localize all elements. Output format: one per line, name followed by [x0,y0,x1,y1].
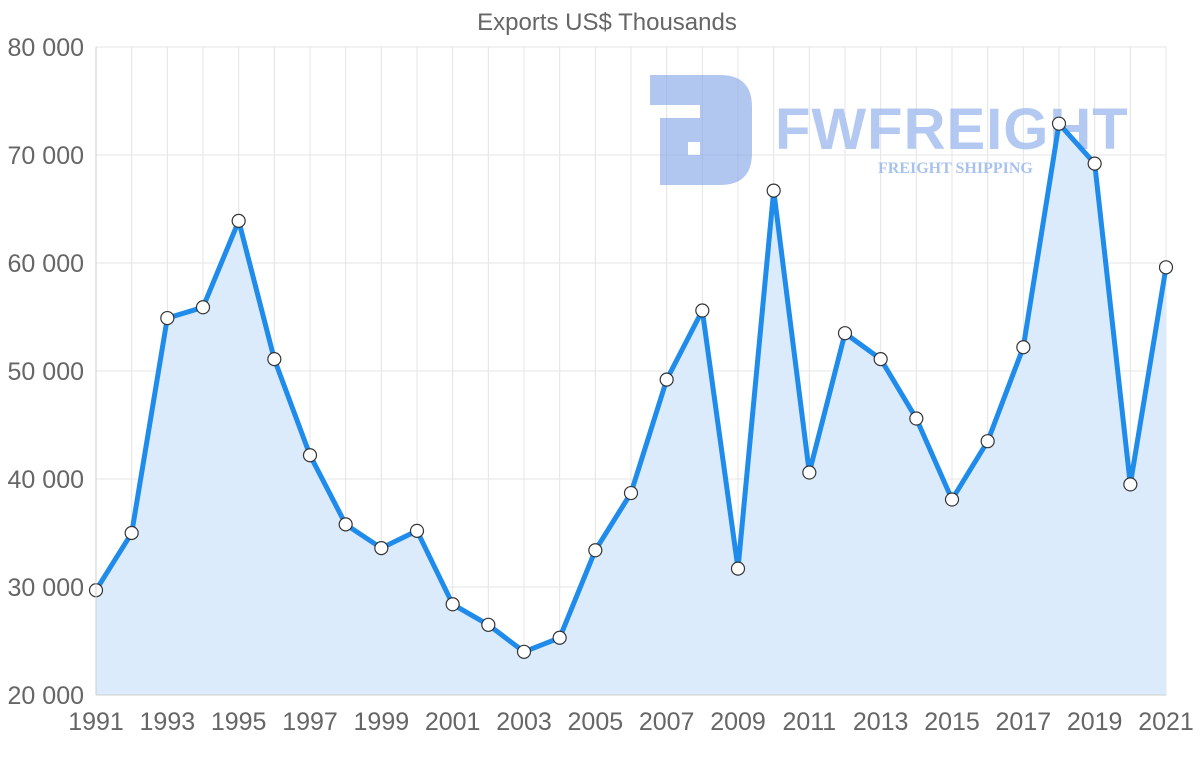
y-tick-label: 60 000 [8,250,84,278]
x-tick-label: 2001 [425,708,481,736]
y-tick-label: 40 000 [8,466,84,494]
data-point-2004[interactable]: 2004: 25300 [552,630,567,645]
data-point-2009[interactable]: 2009: 31700 [730,561,746,576]
data-point-2014[interactable]: 2014: 45600 [909,411,924,426]
data-point-1998[interactable]: 1998: 35800 [338,517,353,532]
data-point-2021[interactable]: 2021: 59600 [1158,260,1174,275]
x-tick-label: 1999 [354,708,410,736]
data-point-2012[interactable]: 2012: 53500 [837,326,853,341]
x-tick-label: 2013 [853,708,909,736]
data-point-1999[interactable]: 1999: 33600 [374,541,389,556]
data-point-1993[interactable]: 1993: 54900 [160,310,175,326]
watermark-tagline: FREIGHT SHIPPING [878,160,1033,177]
data-point-1994[interactable]: 1994: 55900 [195,300,211,315]
data-point-2002[interactable]: 2002: 26500 [481,617,496,632]
data-point-2011[interactable]: 2011: 40600 [802,465,817,480]
x-tick-label: 1997 [282,708,338,736]
y-tick-label: 80 000 [8,34,84,62]
axes: 20 000 30 000 40 000 50 000 60 000 70 000 80 0… [8,34,1194,736]
x-tick-label: 2019 [1067,708,1123,736]
data-point-1995[interactable]: 1995: 63900 [231,213,246,228]
y-tick-label: 70 000 [8,142,84,170]
x-tick-label: 2009 [710,708,766,736]
series-area-fill [96,123,1166,695]
data-point-2007[interactable]: 2007: 49200 [659,372,674,387]
data-point-2019[interactable]: 2019: 69200 [1087,156,1102,171]
data-point-2013[interactable]: 2013: 51100 [873,352,888,367]
data-point-2003[interactable]: 2003: 24000 [516,644,532,659]
x-tick-label: 2015 [924,708,980,736]
chart-title: Exports US$ Thousands [477,9,737,36]
x-tick-label: 2007 [639,708,695,736]
series: 1991: 297001992: 350001993: 549001994: 5… [88,116,1174,695]
data-point-2017[interactable]: 2017: 52200 [1016,340,1031,355]
x-tick-label: 2017 [996,708,1052,736]
x-tick-label: 2021 [1138,708,1194,736]
x-tick-label: 1991 [68,708,124,736]
x-tick-label: 1995 [211,708,267,736]
data-point-1997[interactable]: 1997: 42200 [302,448,318,463]
x-tick-label: 2011 [782,708,836,736]
data-point-2005[interactable]: 2005: 33400 [588,543,603,558]
x-tick-label: 2005 [568,708,624,736]
fwfreight-logo-icon [650,75,752,185]
data-point-2006[interactable]: 2006: 38700 [623,485,639,501]
x-tick-label: 1993 [140,708,196,736]
y-tick-label: 20 000 [8,682,84,710]
data-point-2010[interactable]: 2010: 66700 [766,183,781,198]
data-point-2008[interactable]: 2008: 55600 [695,303,710,318]
data-point-2020[interactable]: 2020: 39500 [1123,477,1138,492]
y-tick-label: 30 000 [8,574,84,602]
data-point-1992[interactable]: 1992: 35000 [124,525,139,541]
data-point-2001[interactable]: 2001: 28400 [445,597,460,612]
data-point-2018[interactable]: 2018: 72900 [1051,116,1067,131]
x-tick-label: 2003 [496,708,552,736]
data-point-2016[interactable]: 2016: 43500 [980,434,995,449]
data-point-1996[interactable]: 1996: 51100 [267,352,282,367]
data-point-2015[interactable]: 2015: 38100 [944,492,960,507]
y-tick-label: 50 000 [8,358,84,386]
